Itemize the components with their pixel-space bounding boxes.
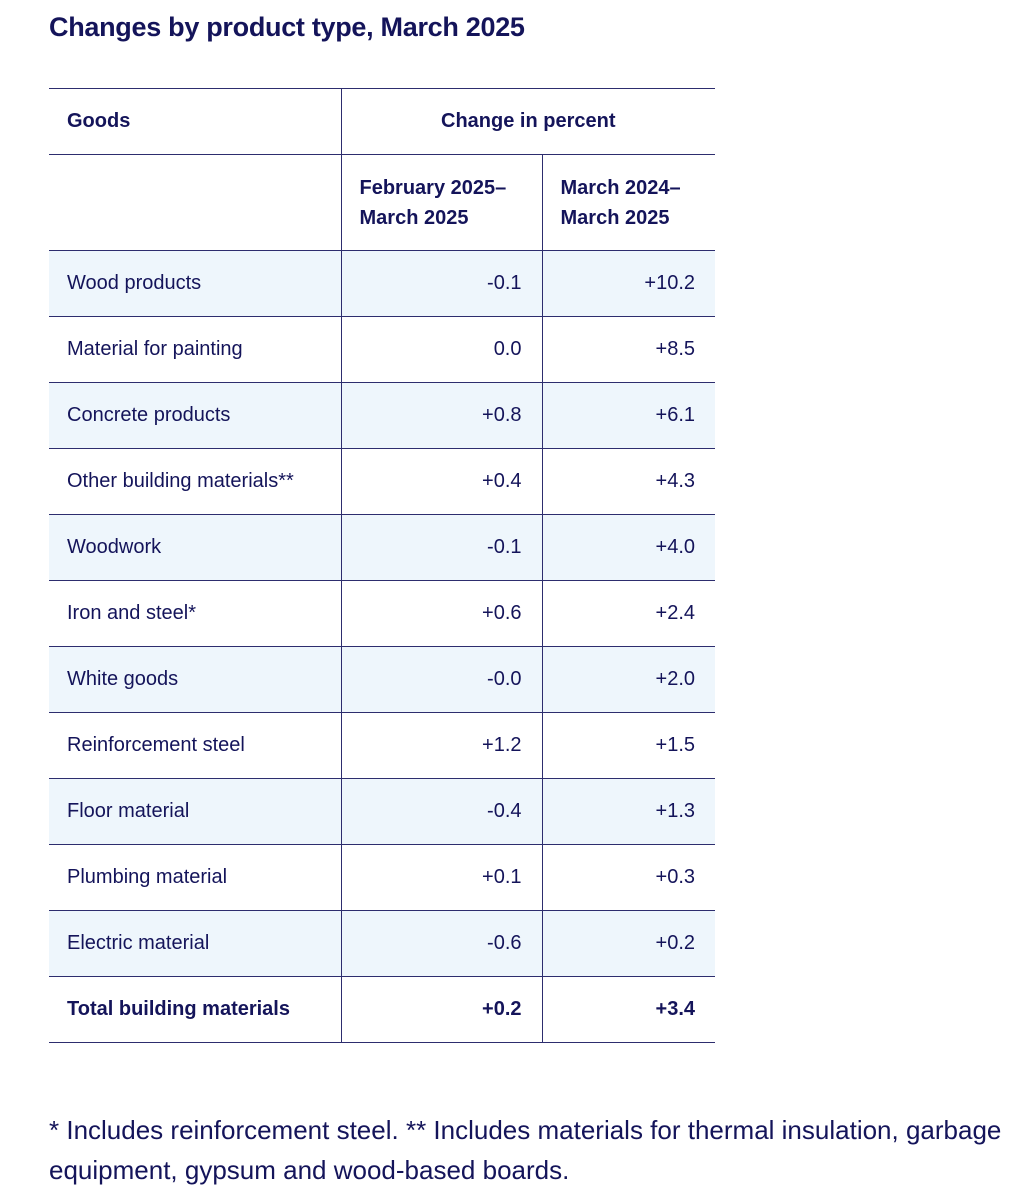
row-label: Plumbing material <box>49 844 342 911</box>
yearly-change-cell: +0.2 <box>542 910 715 977</box>
table-row: Wood products -0.1 +10.2 <box>49 250 715 317</box>
monthly-change-cell: +0.8 <box>341 382 543 449</box>
row-label: Concrete products <box>49 382 342 449</box>
monthly-change-cell: 0.0 <box>341 316 543 383</box>
row-label: White goods <box>49 646 342 713</box>
row-label: Wood products <box>49 250 342 317</box>
table-row: Woodwork -0.1 +4.0 <box>49 514 715 581</box>
table-row: Concrete products +0.8 +6.1 <box>49 382 715 449</box>
yearly-change-cell: +6.1 <box>542 382 715 449</box>
monthly-change-cell: -0.1 <box>341 250 543 317</box>
period-header-yearly: March 2024– March 2025 <box>542 154 715 251</box>
monthly-change-cell: +0.4 <box>341 448 543 515</box>
monthly-change-cell: +0.1 <box>341 844 543 911</box>
yearly-change-cell: +1.3 <box>542 778 715 845</box>
total-row: Total building materials +0.2 +3.4 <box>49 976 715 1043</box>
table-row: Plumbing material +0.1 +0.3 <box>49 844 715 911</box>
row-label: Material for painting <box>49 316 342 383</box>
monthly-change-cell: +0.6 <box>341 580 543 647</box>
yearly-change-cell: +2.0 <box>542 646 715 713</box>
yearly-change-cell: +8.5 <box>542 316 715 383</box>
goods-column-header: Goods <box>49 88 342 155</box>
yearly-change-cell: +10.2 <box>542 250 715 317</box>
row-label: Floor material <box>49 778 342 845</box>
yearly-change-cell: +4.3 <box>542 448 715 515</box>
row-label: Iron and steel* <box>49 580 342 647</box>
yearly-change-cell: +0.3 <box>542 844 715 911</box>
table-row: White goods -0.0 +2.0 <box>49 646 715 713</box>
table-row: Floor material -0.4 +1.3 <box>49 778 715 845</box>
change-column-header: Change in percent <box>341 88 715 155</box>
yearly-change-cell: +2.4 <box>542 580 715 647</box>
row-label: Total building materials <box>49 976 342 1043</box>
row-label: Other building materials** <box>49 448 342 515</box>
yearly-change-cell: +1.5 <box>542 712 715 779</box>
table-row: Iron and steel* +0.6 +2.4 <box>49 580 715 647</box>
monthly-change-cell: -0.1 <box>341 514 543 581</box>
footnote: * Includes reinforcement steel. ** Inclu… <box>49 1115 1002 1185</box>
table-row: Other building materials** +0.4 +4.3 <box>49 448 715 515</box>
monthly-change-cell: +1.2 <box>341 712 543 779</box>
row-label: Electric material <box>49 910 342 977</box>
changes-table: Goods Change in percent February 2025– Ma… <box>49 88 715 1043</box>
row-label: Woodwork <box>49 514 342 581</box>
row-label: Reinforcement steel <box>49 712 342 779</box>
period-header-monthly: February 2025– March 2025 <box>341 154 543 251</box>
table-row: Electric material -0.6 +0.2 <box>49 910 715 977</box>
table-body: Wood products -0.1 +10.2 Material for paint… <box>49 250 715 1043</box>
empty-header-cell <box>49 154 342 251</box>
yearly-change-cell: +3.4 <box>542 976 715 1043</box>
monthly-change-cell: +0.2 <box>341 976 543 1043</box>
monthly-change-cell: -0.4 <box>341 778 543 845</box>
monthly-change-cell: -0.0 <box>341 646 543 713</box>
yearly-change-cell: +4.0 <box>542 514 715 581</box>
page-title: Changes by product type, March 2025 <box>49 12 525 42</box>
table-row: Reinforcement steel +1.2 +1.5 <box>49 712 715 779</box>
table-row: Material for painting 0.0 +8.5 <box>49 316 715 383</box>
monthly-change-cell: -0.6 <box>341 910 543 977</box>
